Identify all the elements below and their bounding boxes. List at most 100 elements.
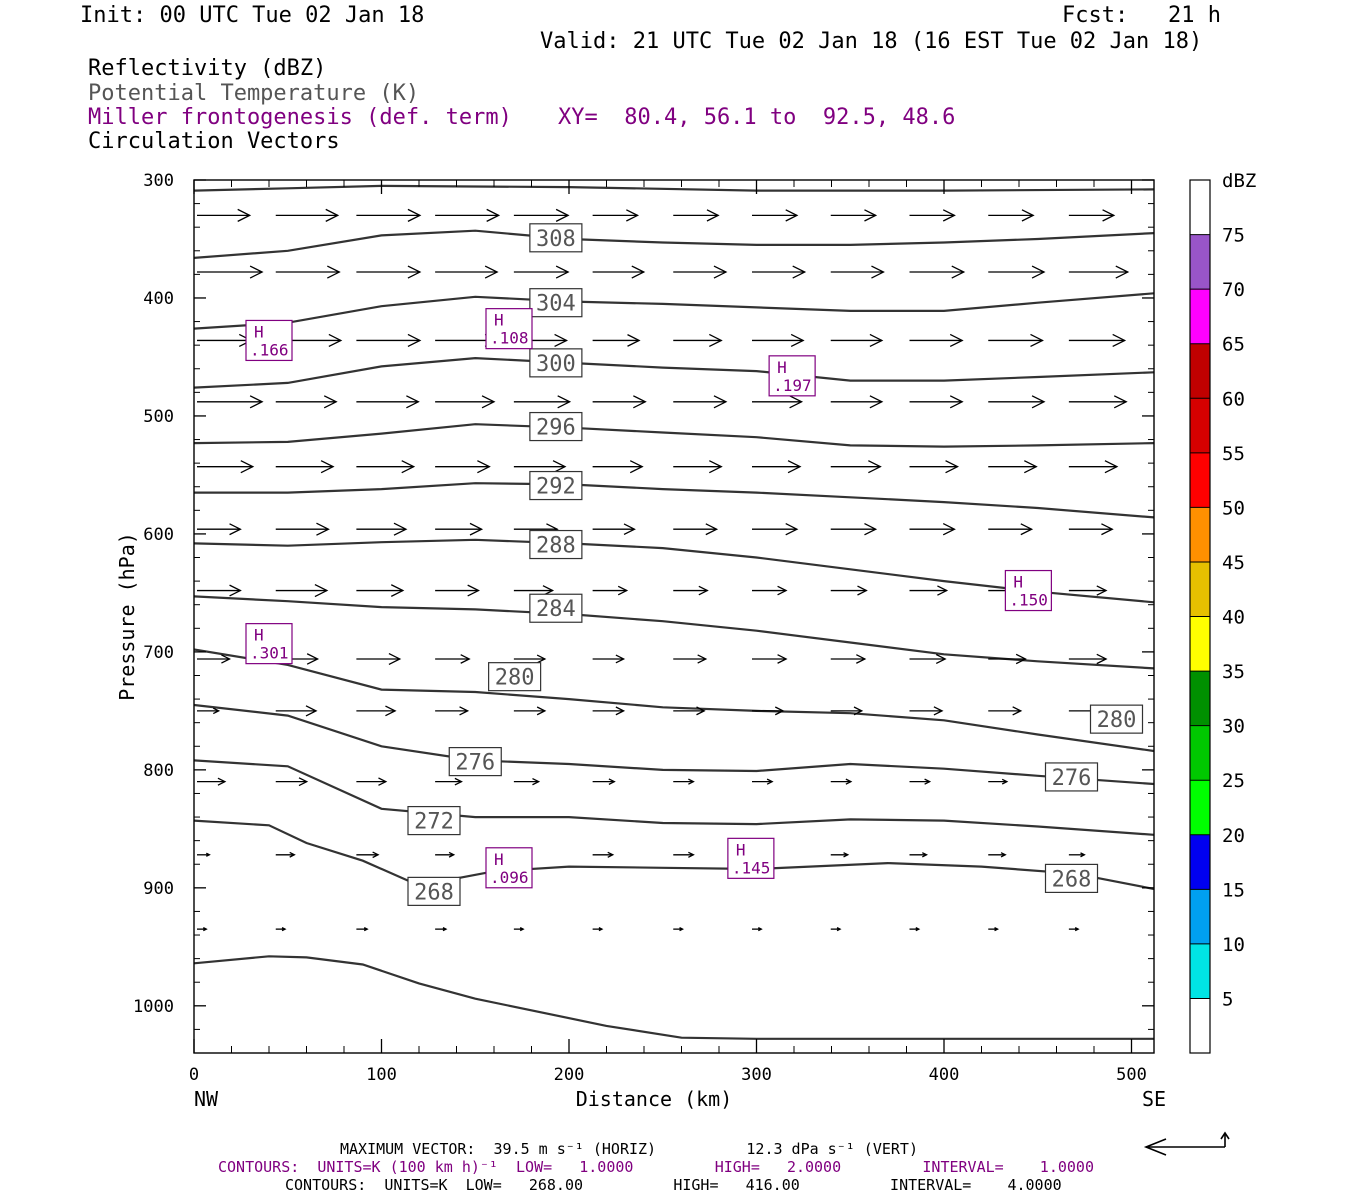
theta-contour-label: 268 (414, 880, 454, 905)
circulation-vector (1068, 852, 1086, 858)
colorbar-level: 60 (1222, 388, 1245, 410)
colorbar-segment (1190, 398, 1210, 453)
y-tick-label: 500 (143, 407, 174, 427)
circulation-vector (830, 209, 878, 222)
circulation-vector (197, 395, 264, 409)
circulation-vector (1068, 585, 1108, 596)
circulation-vector (752, 460, 802, 474)
colorbar-level: 35 (1222, 661, 1245, 683)
colorbar-segment (1190, 180, 1210, 235)
circulation-vector (197, 927, 208, 932)
colorbar-segment (1190, 507, 1210, 562)
colorbar-segment (1190, 343, 1210, 399)
colorbar-segment (1190, 452, 1210, 508)
frontogenesis-max-value: .096 (490, 868, 529, 887)
circulation-vector (673, 654, 708, 664)
circulation-vector (673, 265, 728, 279)
frontogenesis-max-value: .197 (773, 376, 812, 395)
circulation-vector (435, 851, 456, 858)
theta-contour-288 (194, 482, 1154, 519)
circulation-vector (592, 209, 640, 222)
circulation-vector (356, 522, 408, 536)
y-tick-label: 700 (143, 643, 174, 663)
field-frontogenesis: Miller frontogenesis (def. term) (88, 105, 512, 130)
colorbar-level: 40 (1222, 607, 1245, 629)
circulation-vector (830, 265, 885, 279)
y-tick-label: 900 (143, 879, 174, 899)
colorbar-title: dBZ (1222, 170, 1256, 192)
circulation-vector (592, 585, 629, 596)
colorbar-segment (1190, 561, 1210, 617)
circulation-vector (988, 852, 1007, 858)
theta-contour-label: 308 (536, 227, 576, 252)
theta-contour-300 (194, 292, 1154, 330)
circulation-vector (830, 778, 853, 785)
theta-contour-label-box (529, 593, 583, 623)
colorbar-level: 50 (1222, 497, 1245, 519)
x-tick-label: 400 (929, 1065, 960, 1085)
circulation-vector (592, 265, 646, 279)
x-axis-right-end: SE (1142, 1087, 1166, 1111)
circulation-vector (988, 927, 1000, 932)
theta-contour-label: 300 (536, 352, 576, 377)
circulation-vector (356, 705, 397, 717)
circulation-vector (752, 395, 804, 409)
theta-contour-296 (194, 356, 1154, 389)
circulation-vector (592, 523, 636, 536)
theta-contour-304 (194, 229, 1154, 259)
init-time: Init: 00 UTC Tue 02 Jan 18 (80, 3, 425, 28)
circulation-vector (275, 265, 341, 279)
circulation-vector (830, 927, 842, 932)
circulation-vector (592, 654, 626, 664)
circulation-vector (909, 706, 944, 716)
circulation-vector (673, 927, 685, 932)
circulation-vector (197, 265, 264, 279)
circulation-vector (673, 395, 728, 409)
circulation-vector (275, 777, 309, 787)
circulation-vector (275, 522, 330, 536)
frontogenesis-max-label: H (254, 322, 264, 341)
circulation-vector (275, 927, 287, 932)
circulation-vector (435, 584, 480, 597)
circulation-vector (988, 209, 1035, 222)
frontogenesis-max-value: .150 (1009, 591, 1048, 610)
theta-contour-label-box (529, 288, 583, 318)
theta-contour-label-box (1044, 863, 1099, 894)
theta-contour-label: 288 (536, 534, 576, 559)
theta-contour-276 (194, 648, 1154, 753)
colorbar-segment (1190, 234, 1210, 290)
x-tick-label: 100 (366, 1065, 397, 1085)
colorbar-level: 10 (1222, 934, 1245, 956)
frontogenesis-max-label: H (254, 626, 264, 645)
circulation-vector (513, 208, 570, 222)
frontogenesis-max-box (485, 308, 533, 350)
circulation-vector (1068, 927, 1080, 932)
colorbar-level: 20 (1222, 825, 1245, 847)
theta-contour-284 (194, 538, 1154, 604)
circulation-vector (197, 208, 252, 222)
circulation-vector (197, 707, 221, 715)
frontogenesis-max-label: H (736, 840, 746, 859)
colorbar-segment (1190, 289, 1210, 344)
circulation-vector (1068, 265, 1130, 279)
circulation-vector (513, 395, 572, 409)
circulation-vector (673, 523, 719, 536)
circulation-vector (197, 777, 227, 786)
circulation-vector (752, 778, 774, 785)
circulation-vector (830, 395, 884, 409)
circulation-vector (513, 927, 525, 932)
circulation-vector (592, 778, 616, 785)
theta-contour-label-box (1089, 704, 1144, 734)
x-tick-label: 500 (1116, 1065, 1147, 1085)
colorbar-segment (1190, 889, 1210, 944)
theta-contour-label-box (488, 662, 542, 692)
circulation-vector (909, 460, 960, 474)
theta-contour-272 (194, 703, 1154, 786)
circulation-vector (909, 927, 921, 932)
circulation-vector (275, 583, 329, 598)
circulation-vector (909, 395, 964, 409)
circulation-vector (673, 778, 695, 785)
forecast-label: Fcst: (1062, 3, 1129, 28)
frontogenesis-max-label: H (777, 358, 787, 377)
circulation-vector (435, 208, 501, 222)
